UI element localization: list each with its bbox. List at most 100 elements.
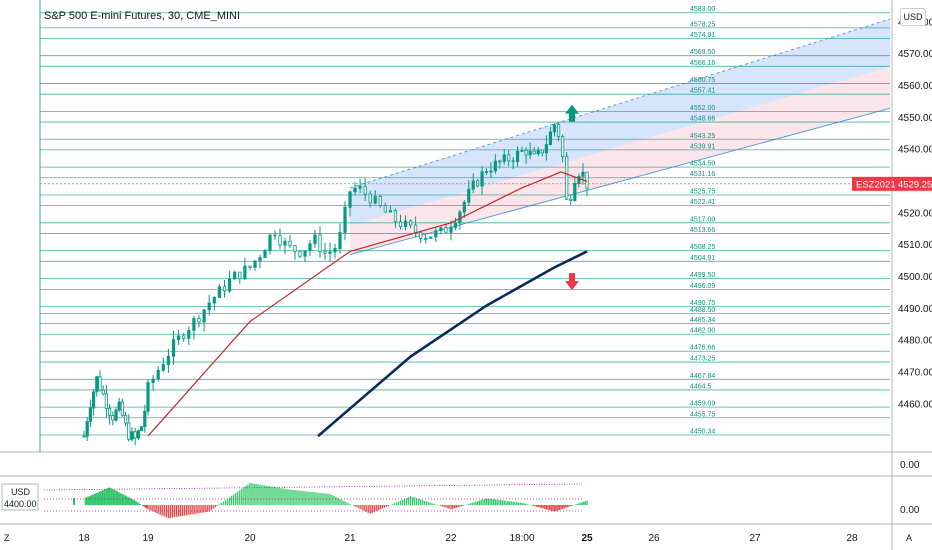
price-badge-price: 4529.25 [898,179,932,190]
candle-body [313,234,317,245]
candles-group [82,122,589,446]
candle-body [82,435,86,438]
candle-body [85,421,89,437]
level-label-13: 4525.75 [690,188,715,195]
candle-body [444,227,448,233]
candle-body [573,182,577,201]
level-label-22: 4488.50 [690,307,715,314]
candle-body [424,237,428,240]
candle-body [253,260,257,268]
level-label-12: 4531.16 [690,171,715,178]
up-arrow-icon [565,104,579,122]
candle-body [293,245,297,252]
level-label-28: 4464.5 [690,383,712,390]
y-tick-label-3: 4490.00 [898,304,932,315]
candle-body [98,376,102,391]
candle-body [548,131,553,146]
candle-body [585,171,589,189]
candle-body [528,150,532,156]
chart-title: S&P 500 E-mini Futures, 30, CME_MINI [44,10,241,22]
x-tick-label-0: 18 [78,533,90,544]
level-label-26: 4473.25 [690,356,715,363]
candle-body [540,149,544,154]
level-label-3: 4569.50 [690,49,715,56]
candle-body [117,401,121,411]
level-label-1: 4578.25 [690,21,715,28]
candle-body [151,378,155,383]
candle-body [532,150,536,155]
candle-body [233,271,237,280]
x-tick-label-2: 20 [244,533,256,544]
ema-fast-line [147,171,588,437]
candle-body [515,150,520,162]
candle-body [524,149,528,156]
candle-body [227,278,232,292]
candle-body [258,257,262,262]
price-badge-symbol: ESZ2021 [856,179,896,190]
candle-body [323,251,327,254]
candle-body [268,234,272,251]
candle-body [507,154,511,162]
candle-body [120,401,124,416]
candle-body [187,330,191,339]
candle-body [273,234,277,237]
candle-body [328,251,332,254]
candle-body [429,236,433,239]
candle-body [288,240,292,246]
candle-body [544,144,548,154]
y-tick-label-1: 4470.00 [898,367,932,378]
candle-body [462,201,466,213]
candle-body [212,297,216,304]
candle-body [278,235,282,246]
sub-axis-top: 0.00 [900,460,920,471]
candle-body [176,335,181,341]
level-label-5: 4560.75 [690,77,715,84]
candle-body [439,227,443,232]
candle-body [363,185,367,195]
candle-body [139,426,144,432]
candle-body [383,205,387,213]
candle-body [565,156,569,200]
candle-body [127,422,131,440]
candle-body [556,124,561,137]
candle-body [111,415,115,421]
candle-body [353,187,357,193]
ema-slow-line [317,250,588,438]
candle-body [222,286,227,292]
currency-button[interactable]: USD [900,8,926,26]
sub-axis-bottom: 0.00 [900,505,920,516]
candle-body [136,430,140,439]
z-button[interactable]: Z [4,533,10,543]
level-label-14: 4522.41 [690,199,715,206]
candle-body [449,227,453,233]
level-label-11: 4534.50 [690,161,715,168]
level-label-15: 4517.00 [690,216,715,223]
channel-upper-line [349,18,891,189]
auto-scale-button[interactable]: A [906,533,912,543]
candle-body [569,198,573,201]
level-label-8: 4548.66 [690,116,715,123]
candle-body [480,171,484,187]
candle-body [434,230,438,238]
candle-body [130,431,134,440]
candle-body [104,393,108,409]
candle-body [358,185,362,189]
y-tick-label-11: 4570.00 [898,49,932,60]
candle-body [502,154,506,163]
y-tick-label-4: 4500.00 [898,272,932,283]
candle-body [303,250,307,257]
level-label-0: 4583.00 [690,6,715,13]
candle-body [156,369,160,380]
y-tick-label-5: 4510.00 [898,240,932,251]
y-tick-label-2: 4480.00 [898,336,932,347]
candle-body [471,180,475,190]
y-tick-label-6: 4520.00 [898,208,932,219]
level-label-9: 4543.25 [690,133,715,140]
candle-body [484,171,489,173]
candle-body [92,391,96,409]
level-label-6: 4557.41 [690,88,715,95]
level-label-24: 4482.00 [690,328,715,335]
candle-body [536,149,540,155]
candle-body [248,265,252,268]
